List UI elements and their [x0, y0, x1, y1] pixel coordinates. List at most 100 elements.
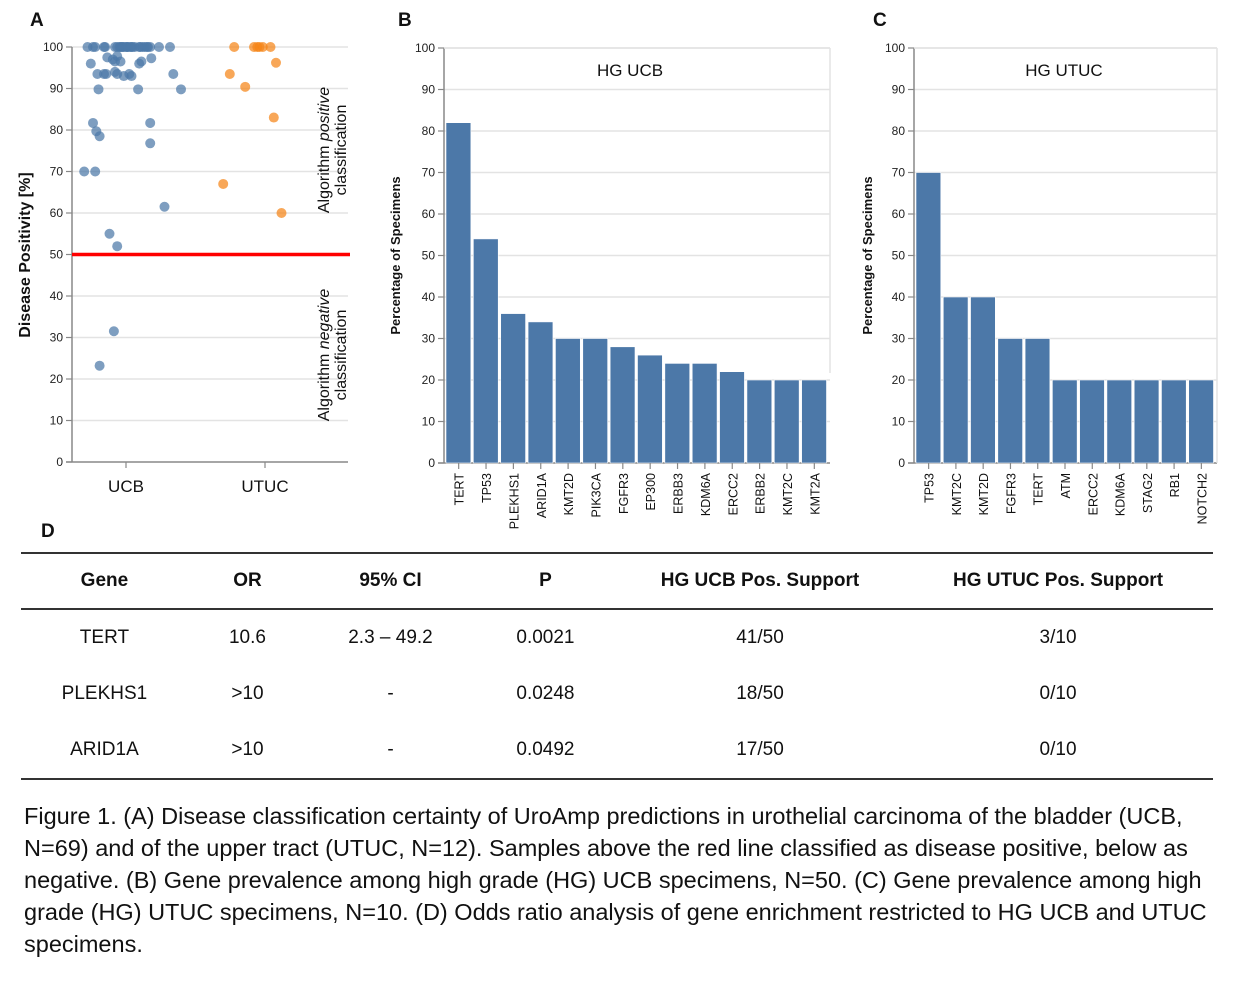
header-ci: 95% CI — [307, 552, 474, 610]
y-tick-label: 10 — [422, 415, 436, 429]
bar-kmt2a — [801, 379, 827, 464]
scatter-point-ucb — [159, 201, 170, 212]
scatter-point-ucb — [168, 68, 179, 79]
figure-caption: Figure 1. (A) Disease classification cer… — [24, 803, 1207, 957]
y-tick-label: 0 — [898, 456, 905, 470]
cell-ci: - — [387, 683, 394, 704]
y-tick-label: 100 — [43, 40, 63, 54]
scatter-point-utuc — [240, 81, 251, 92]
y-tick-label: 80 — [422, 124, 436, 138]
scatter-point-ucb — [165, 42, 175, 52]
bar-tert — [445, 122, 472, 464]
y-tick-label: 10 — [50, 414, 64, 428]
scatter-point-ucb — [176, 84, 186, 95]
annotation-negative-line2: classification — [333, 310, 350, 401]
y-tick-label: 90 — [892, 83, 906, 97]
y-tick-label: 0 — [56, 455, 63, 469]
cell-or: >10 — [231, 683, 264, 704]
bar-stag2 — [1133, 379, 1160, 464]
y-tick-label: 70 — [422, 166, 436, 180]
scatter-point-utuc — [271, 57, 281, 68]
scatter-point-ucb — [154, 42, 164, 52]
y-tick-label: 40 — [422, 290, 436, 304]
scatter-point-ucb — [145, 138, 156, 149]
cell-utuc-support: 0/10 — [1039, 683, 1077, 704]
x-tick-label-rb1: RB1 — [1168, 473, 1182, 497]
table-header-row: Gene OR 95% CI P HG UCB Pos. Support HG … — [21, 552, 1213, 610]
scatter-point-utuc — [257, 42, 268, 52]
x-tick-label-kmt2d: KMT2D — [977, 473, 991, 515]
x-tick-label-ep300: EP300 — [644, 473, 658, 511]
y-tick-label: 80 — [50, 123, 64, 137]
y-axis-label: Disease Positivity [%] — [17, 172, 34, 337]
y-tick-label: 20 — [892, 373, 906, 387]
x-tick-label-kmt2c: KMT2C — [781, 473, 795, 515]
cell-gene: ARID1A — [21, 722, 188, 780]
x-tick-label-kmt2d: KMT2D — [562, 473, 576, 515]
bar-kdm6a — [691, 363, 718, 464]
y-axis-label: Percentage of Specimens — [388, 176, 403, 334]
cell-ucb-support: 18/50 — [736, 683, 784, 704]
y-tick-label: 50 — [50, 248, 64, 262]
bar-tp53 — [473, 238, 499, 464]
cell-ucb-support: 41/50 — [736, 627, 784, 648]
annotation-negative-line1: Algorithm negative — [316, 289, 333, 422]
scatter-point-ucb — [126, 71, 137, 82]
y-tick-label: 70 — [892, 166, 906, 180]
table-row: TERT 10.6 2.3 – 49.2 0.0021 41/50 3/10 — [21, 609, 1213, 666]
cell-utuc-support: 3/10 — [1039, 627, 1077, 648]
scatter-point-ucb — [94, 131, 105, 142]
x-tick-label-kdm6a: KDM6A — [1114, 472, 1128, 516]
x-tick-label-kmt2a: KMT2A — [808, 472, 822, 514]
bar-tert — [1024, 338, 1051, 464]
x-tick-label-arid1a: ARID1A — [535, 472, 549, 518]
scatter-point-utuc — [218, 178, 229, 189]
y-tick-label: 20 — [422, 373, 436, 387]
bar-rb1 — [1161, 379, 1187, 464]
cell-ci: - — [307, 722, 474, 780]
y-tick-label: 50 — [422, 249, 436, 263]
x-tick-label-fgfr3: FGFR3 — [1004, 473, 1018, 514]
cell-p: 0.0021 — [516, 627, 575, 648]
bar-kmt2c — [942, 296, 969, 464]
scatter-point-ucb — [112, 241, 123, 252]
y-axis-label: Percentage of Specimens — [860, 176, 875, 334]
scatter-point-ucb — [93, 84, 104, 95]
x-tick-label-erbb3: ERBB3 — [672, 473, 686, 514]
scatter-point-ucb — [136, 56, 147, 67]
x-tick-label-ucb: UCB — [108, 477, 144, 496]
x-tick-label-tert: TERT — [1032, 473, 1046, 506]
x-tick-label-stag2: STAG2 — [1141, 473, 1155, 513]
header-utuc-support: HG UTUC Pos. Support — [903, 552, 1213, 610]
header-p: P — [473, 552, 617, 610]
x-tick-label-plekhs1: PLEKHS1 — [507, 473, 521, 529]
y-tick-label: 50 — [892, 249, 906, 263]
bar-ep300 — [637, 354, 663, 464]
bar-kmt2c — [773, 379, 800, 464]
cell-p: 0.0492 — [473, 722, 617, 780]
x-tick-label-erbb2: ERBB2 — [754, 473, 768, 514]
bar-pik3ca — [582, 338, 608, 464]
annotation-positive-line2: classification — [333, 105, 350, 196]
header-gene: Gene — [21, 552, 188, 610]
bar-fgfr3 — [609, 346, 636, 464]
scatter-point-ucb — [85, 58, 96, 69]
panel-label-a: A — [30, 10, 44, 31]
cell-ci: 2.3 – 49.2 — [348, 627, 433, 648]
table-row: PLEKHS1 >10 - 0.0248 18/50 0/10 — [21, 666, 1213, 722]
x-tick-label-kdm6a: KDM6A — [699, 472, 713, 516]
x-tick-label-ercc2: ERCC2 — [726, 473, 740, 515]
scatter-point-ucb — [100, 42, 111, 52]
scatter-point-ucb — [133, 84, 144, 95]
scatter-point-ucb — [104, 228, 115, 239]
table-row: ARID1A >10 - 0.0492 17/50 0/10 — [21, 722, 1213, 780]
y-tick-label: 40 — [892, 290, 906, 304]
x-tick-label-tp53: TP53 — [480, 473, 494, 503]
scatter-point-ucb — [146, 53, 157, 64]
cell-or: 10.6 — [228, 627, 266, 648]
panel-label-c: C — [873, 10, 887, 31]
bar-arid1a — [527, 321, 554, 464]
bar-kmt2d — [555, 338, 581, 464]
y-tick-label: 10 — [892, 415, 906, 429]
scatter-point-ucb — [145, 42, 156, 52]
